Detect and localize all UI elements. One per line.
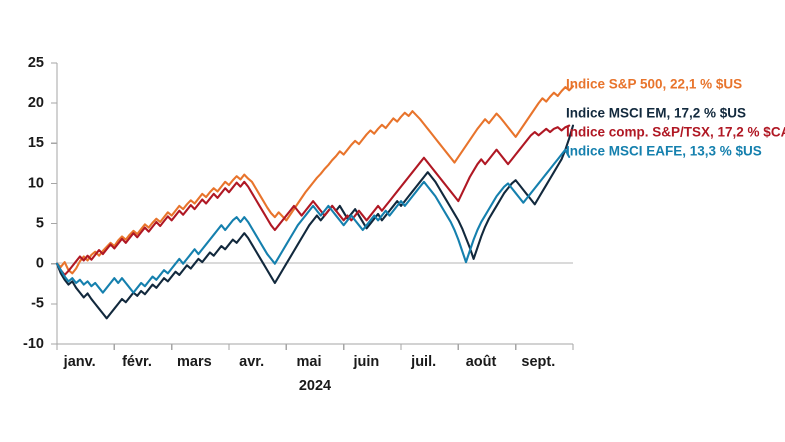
legend-item-label: Indice MSCI EM, 17,2 % $US [566,106,746,121]
x-tick-label: juil. [410,354,436,370]
y-tick-label: -10 [23,336,44,352]
x-tick-label: févr. [122,354,152,370]
legend-item-label: Indice comp. S&P/TSX, 17,2 % $CA [566,125,785,140]
y-tick-label: 0 [36,256,44,272]
y-tick-label: 5 [36,215,44,231]
x-tick-label: sept. [521,354,555,370]
x-tick-label: mai [297,354,322,370]
series-line [55,85,575,275]
x-tick-label: juin [352,354,379,370]
series-line [55,124,571,276]
x-tick-label: août [466,354,497,370]
x-axis-tick-labels: janv. févr. mars avr. mai juin juil. août sept. [63,354,556,370]
x-tick-label: mars [177,354,212,370]
y-tick-label: 10 [28,175,44,191]
series-line [55,124,575,320]
y-tick-label: 25 [28,55,44,71]
legend-item-label: Indice MSCI EAFE, 13,3 % $US [566,144,762,159]
y-tick-label: 20 [28,95,44,111]
y-axis-tick-marks [51,62,57,345]
x-tick-label: janv. [63,354,96,370]
y-tick-label: 15 [28,135,44,151]
legend-item-label: Indice S&P 500, 22,1 % $US [566,77,742,92]
x-tick-label: avr. [239,354,264,370]
y-tick-label: -5 [31,296,44,312]
series-line [55,148,571,294]
x-axis-tick-marks [56,344,574,350]
series-lines-group [55,85,575,320]
chart-legend: Indice S&P 500, 22,1 % $US Indice MSCI EM… [566,77,785,159]
x-axis-title: 2024 [299,378,331,394]
y-axis-tick-labels: -10 -5 0 5 10 15 20 25 [23,55,44,352]
